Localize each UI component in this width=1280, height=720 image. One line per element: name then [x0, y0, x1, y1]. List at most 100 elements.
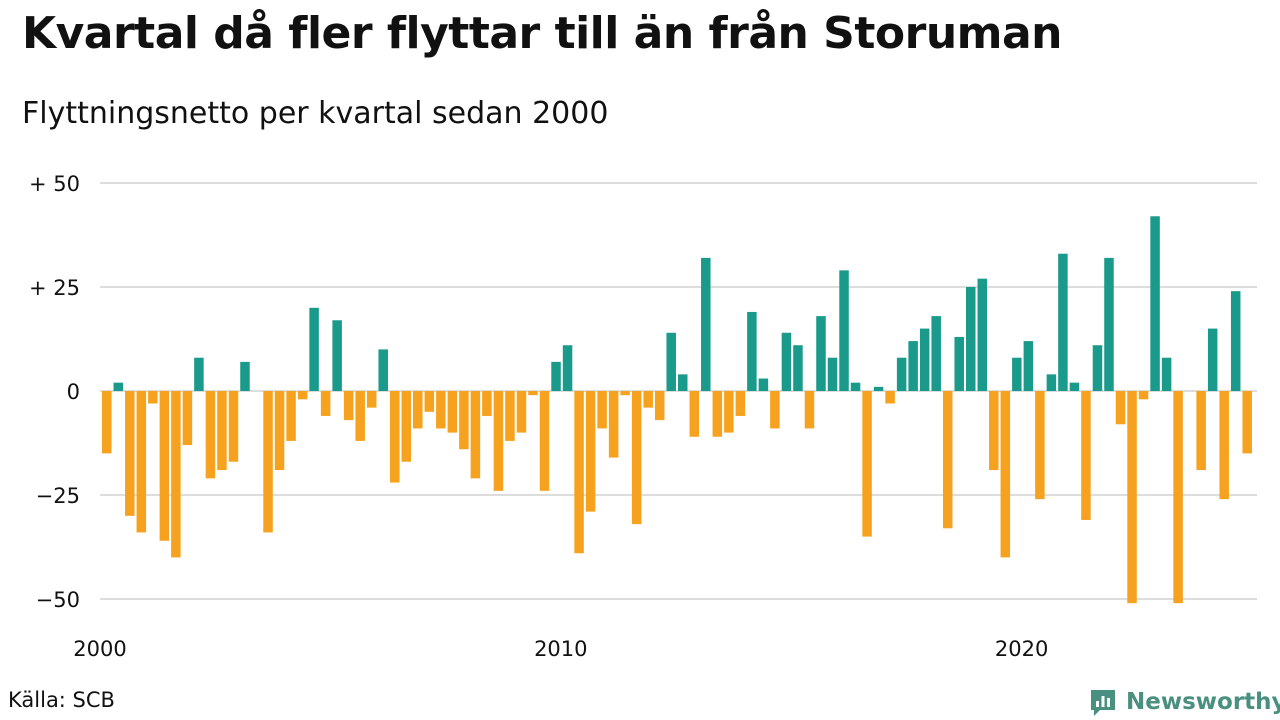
- bar: [1081, 391, 1091, 520]
- bar: [1161, 357, 1172, 391]
- bar: [263, 391, 273, 533]
- bar: [459, 391, 469, 450]
- bar: [378, 349, 388, 391]
- bar: [516, 391, 527, 433]
- y-tick-label: −50: [36, 588, 80, 612]
- bar: [712, 391, 723, 437]
- bar: [919, 328, 930, 391]
- bar: [343, 391, 354, 421]
- bar: [689, 391, 700, 437]
- y-tick-label: + 25: [29, 276, 80, 300]
- bar: [631, 391, 642, 525]
- bar: [159, 391, 170, 541]
- bar: [1046, 374, 1057, 391]
- bar: [643, 391, 653, 408]
- bar: [102, 391, 112, 454]
- bar: [597, 391, 607, 429]
- bar: [585, 391, 596, 512]
- bar: [816, 316, 826, 391]
- newsworthy-logo-icon: [1091, 690, 1115, 716]
- bar: [309, 307, 319, 391]
- x-tick-label: 2010: [534, 637, 587, 661]
- bar: [1058, 253, 1068, 391]
- bar: [654, 391, 665, 421]
- bar: [297, 391, 308, 400]
- bar: [539, 391, 550, 491]
- bar: [1219, 391, 1229, 500]
- bar: [228, 391, 239, 462]
- brand-name: Newsworthy: [1126, 689, 1280, 715]
- bar: [424, 391, 435, 412]
- y-tick-label: 0: [67, 380, 80, 404]
- bar: [217, 391, 227, 471]
- bar: [574, 391, 584, 554]
- bar: [1127, 391, 1137, 604]
- bar: [735, 391, 746, 416]
- bar: [770, 391, 780, 429]
- chart-subtitle: Flyttningsnetto per kvartal sedan 2000: [22, 96, 609, 131]
- bar: [1138, 391, 1149, 400]
- bar: [528, 391, 538, 396]
- bar: [966, 287, 976, 391]
- bar: [747, 311, 757, 391]
- bar: [701, 257, 711, 391]
- bar: [804, 391, 815, 429]
- bar: [436, 391, 446, 429]
- bar: [1173, 391, 1183, 604]
- bar: [148, 391, 158, 404]
- bar: [240, 361, 250, 391]
- source-note: Källa: SCB: [8, 688, 115, 712]
- bar: [413, 391, 423, 429]
- bar: [562, 345, 573, 391]
- bar: [390, 391, 400, 483]
- bar: [113, 382, 124, 391]
- bar: [793, 345, 803, 391]
- bar: [1069, 382, 1080, 391]
- bar: [1242, 391, 1252, 454]
- bar: [1207, 328, 1218, 391]
- bar: [274, 391, 285, 471]
- bar: [136, 391, 147, 533]
- x-axis-ticks: 2000 2010 2020: [73, 637, 1048, 661]
- chart-title: Kvartal då fler flyttar till än från Sto…: [22, 8, 1063, 59]
- bar: [125, 391, 135, 516]
- bar: [873, 386, 884, 391]
- bar: [1000, 391, 1011, 558]
- bar: [942, 391, 953, 529]
- bar: [666, 332, 676, 391]
- bar: [1115, 391, 1126, 425]
- bar: [332, 320, 342, 391]
- x-tick-label: 2020: [995, 637, 1048, 661]
- bar: [1023, 341, 1034, 391]
- y-axis-ticks: + 50 + 25 0 −25 −50: [29, 172, 80, 612]
- bar: [194, 357, 204, 391]
- bar: [839, 270, 849, 391]
- bar: [1092, 345, 1103, 391]
- bar: [989, 391, 999, 471]
- bar: [885, 391, 895, 404]
- bar: [758, 378, 769, 391]
- bar: [1196, 391, 1206, 471]
- bar: [205, 391, 216, 479]
- bar: [286, 391, 296, 441]
- bar: [493, 391, 504, 491]
- bar: [320, 391, 331, 416]
- bar: [827, 357, 838, 391]
- bar: [366, 391, 377, 408]
- y-tick-label: −25: [36, 484, 80, 508]
- bar: [678, 374, 688, 391]
- bar: [551, 361, 561, 391]
- bar: [608, 391, 619, 458]
- x-tick-label: 2000: [73, 637, 126, 661]
- brand: Newsworthy: [1088, 684, 1280, 720]
- bar: [850, 382, 861, 391]
- bar: [447, 391, 458, 433]
- bar: [931, 316, 941, 391]
- bar: [620, 391, 630, 396]
- bar: [470, 391, 481, 479]
- bar: [482, 391, 492, 416]
- bar: [1035, 391, 1045, 500]
- bars: [102, 216, 1252, 604]
- bar: [1230, 291, 1241, 391]
